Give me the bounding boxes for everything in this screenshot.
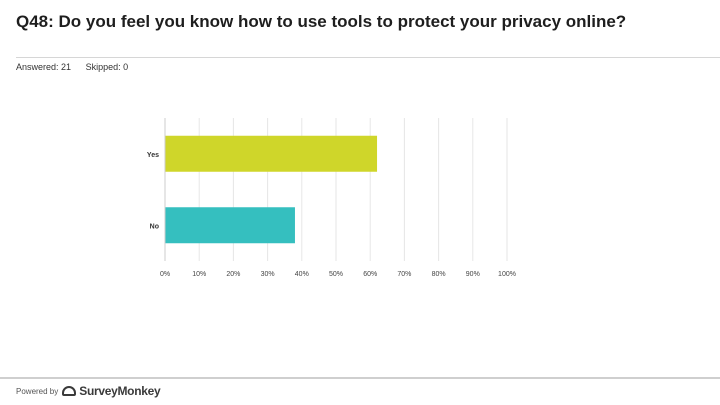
category-label: No [150,223,159,230]
footer: Powered by SurveyMonkey [16,384,161,398]
surveymonkey-logo-icon [62,386,77,396]
x-tick-label: 0% [160,271,170,278]
x-tick-label: 10% [192,271,206,278]
brand-name: SurveyMonkey [79,384,161,398]
title-divider [16,57,720,58]
response-stats: Answered: 21 Skipped: 0 [16,62,140,72]
question-title: Q48: Do you feel you know how to use too… [16,12,627,31]
x-tick-label: 100% [498,271,516,278]
footer-divider [0,377,720,379]
powered-by-label: Powered by [16,386,59,396]
bar-no [165,207,295,244]
x-tick-label: 70% [397,271,411,278]
x-tick-label: 60% [363,271,377,278]
surveymonkey-brand: SurveyMonkey [62,384,161,398]
x-tick-label: 90% [466,271,480,278]
category-label: Yes [147,152,159,159]
answered-count: Answered: 21 [16,62,72,72]
bar-yes [165,135,378,172]
x-tick-label: 40% [295,271,309,278]
x-tick-label: 50% [329,271,343,278]
x-tick-label: 20% [226,271,240,278]
x-tick-label: 80% [432,271,446,278]
skipped-count: Skipped: 0 [85,62,129,72]
x-tick-label: 30% [261,271,275,278]
